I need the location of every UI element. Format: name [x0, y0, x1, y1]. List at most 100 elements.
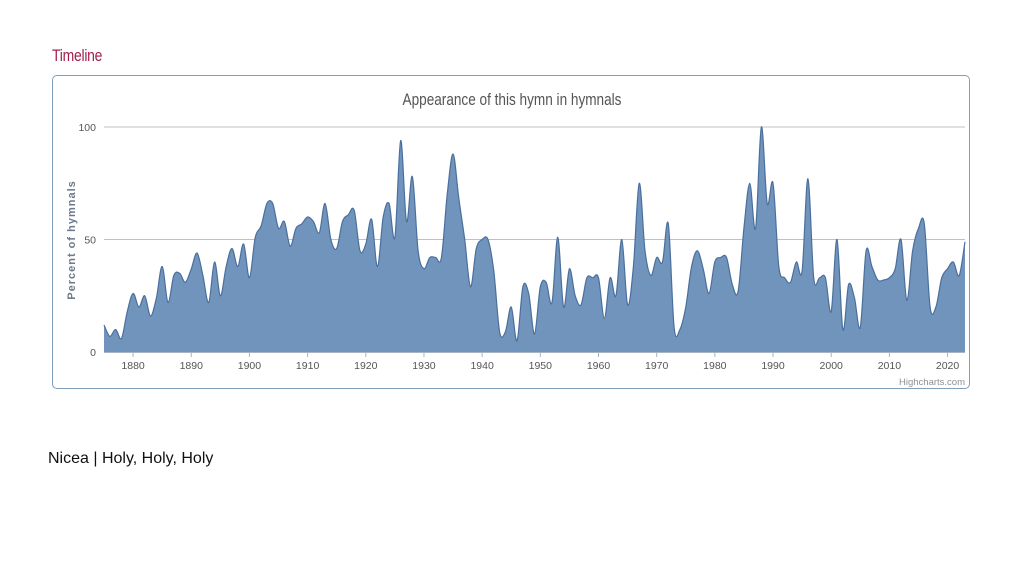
data-point-1957[interactable]	[579, 303, 583, 307]
data-point-1876[interactable]	[108, 334, 112, 338]
data-point-1892[interactable]	[201, 274, 205, 278]
data-point-1912[interactable]	[317, 231, 321, 235]
data-point-1973[interactable]	[672, 325, 676, 329]
data-point-1946[interactable]	[515, 339, 519, 343]
data-point-1950[interactable]	[538, 285, 542, 289]
data-point-1897[interactable]	[230, 247, 234, 251]
data-point-1992[interactable]	[783, 276, 787, 280]
data-point-1885[interactable]	[160, 265, 164, 269]
data-point-1917[interactable]	[346, 213, 350, 217]
data-point-1881[interactable]	[137, 305, 141, 309]
data-point-1998[interactable]	[818, 276, 822, 280]
data-point-1890[interactable]	[189, 267, 193, 271]
data-point-2012[interactable]	[899, 238, 903, 242]
data-point-1934[interactable]	[445, 193, 449, 197]
data-point-1937[interactable]	[463, 238, 467, 242]
data-point-1916[interactable]	[341, 220, 345, 224]
data-point-1933[interactable]	[439, 256, 443, 260]
data-point-1965[interactable]	[626, 303, 630, 307]
data-point-1944[interactable]	[503, 330, 507, 334]
data-point-1899[interactable]	[242, 242, 246, 246]
data-point-2003[interactable]	[847, 283, 851, 287]
data-point-1969[interactable]	[649, 274, 653, 278]
data-point-1921[interactable]	[370, 217, 374, 221]
data-point-1887[interactable]	[172, 274, 176, 278]
data-point-1971[interactable]	[660, 260, 664, 264]
data-point-1886[interactable]	[166, 301, 170, 305]
data-point-1981[interactable]	[719, 256, 723, 260]
data-point-1954[interactable]	[562, 305, 566, 309]
data-point-1882[interactable]	[143, 294, 147, 298]
data-point-1903[interactable]	[265, 202, 269, 206]
data-point-2016[interactable]	[922, 222, 926, 226]
data-point-1906[interactable]	[282, 220, 286, 224]
series-line[interactable]	[103, 126, 966, 342]
data-point-1974[interactable]	[678, 328, 682, 332]
data-point-1896[interactable]	[224, 265, 228, 269]
data-point-1968[interactable]	[643, 249, 647, 253]
data-point-1935[interactable]	[451, 152, 455, 156]
data-point-2006[interactable]	[864, 249, 868, 253]
data-point-1920[interactable]	[364, 242, 368, 246]
data-point-1983[interactable]	[730, 283, 734, 287]
data-point-1964[interactable]	[620, 238, 624, 242]
data-point-2013[interactable]	[905, 298, 909, 302]
data-point-2018[interactable]	[934, 305, 938, 309]
data-point-1927[interactable]	[405, 220, 409, 224]
data-point-1940[interactable]	[480, 238, 484, 242]
data-point-1925[interactable]	[393, 235, 397, 239]
data-point-1966[interactable]	[631, 265, 635, 269]
data-point-1977[interactable]	[695, 249, 699, 253]
data-point-1945[interactable]	[509, 305, 513, 309]
data-point-1911[interactable]	[311, 220, 315, 224]
data-point-1900[interactable]	[247, 276, 251, 280]
data-point-2014[interactable]	[911, 249, 915, 253]
data-point-1894[interactable]	[213, 260, 217, 264]
data-point-1948[interactable]	[527, 292, 531, 296]
data-point-1978[interactable]	[701, 267, 705, 271]
data-point-2009[interactable]	[882, 278, 886, 282]
data-point-1947[interactable]	[521, 285, 525, 289]
data-point-1986[interactable]	[748, 181, 752, 185]
data-point-1984[interactable]	[736, 289, 740, 293]
data-point-1932[interactable]	[434, 256, 438, 260]
data-point-1979[interactable]	[707, 292, 711, 296]
data-point-1908[interactable]	[294, 226, 298, 230]
data-point-1995[interactable]	[800, 269, 804, 273]
data-point-2007[interactable]	[870, 265, 874, 269]
data-point-1915[interactable]	[335, 247, 339, 251]
credits-label[interactable]: Highcharts.com	[899, 377, 965, 388]
data-point-1963[interactable]	[614, 294, 618, 298]
data-point-2011[interactable]	[893, 267, 897, 271]
data-point-1999[interactable]	[823, 276, 827, 280]
data-point-1987[interactable]	[754, 226, 758, 230]
data-point-1975[interactable]	[684, 305, 688, 309]
data-point-1989[interactable]	[765, 202, 769, 206]
data-point-1898[interactable]	[236, 265, 240, 269]
data-point-2019[interactable]	[940, 276, 944, 280]
data-point-1914[interactable]	[329, 238, 333, 242]
data-point-1924[interactable]	[387, 202, 391, 206]
data-point-1980[interactable]	[713, 260, 717, 264]
data-point-1878[interactable]	[119, 337, 123, 341]
data-point-1922[interactable]	[375, 265, 379, 269]
data-point-2015[interactable]	[916, 226, 920, 230]
data-point-1962[interactable]	[608, 276, 612, 280]
data-point-1985[interactable]	[742, 226, 746, 230]
data-point-1996[interactable]	[806, 177, 810, 181]
data-point-1972[interactable]	[666, 222, 670, 226]
data-point-1888[interactable]	[178, 271, 182, 275]
data-point-1953[interactable]	[556, 235, 560, 239]
data-point-1943[interactable]	[498, 330, 502, 334]
data-point-2000[interactable]	[829, 310, 833, 314]
data-point-1879[interactable]	[125, 310, 129, 314]
data-point-1942[interactable]	[492, 269, 496, 273]
data-point-1895[interactable]	[218, 294, 222, 298]
data-point-1877[interactable]	[114, 328, 118, 332]
data-point-1913[interactable]	[323, 202, 327, 206]
data-point-1938[interactable]	[469, 285, 473, 289]
data-point-1970[interactable]	[655, 256, 659, 260]
data-point-1909[interactable]	[300, 222, 304, 226]
data-point-2002[interactable]	[841, 328, 845, 332]
data-point-1926[interactable]	[399, 139, 403, 143]
